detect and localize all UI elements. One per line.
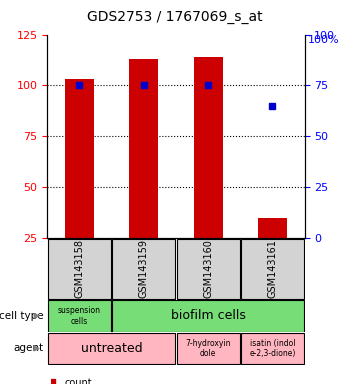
Text: GDS2753 / 1767069_s_at: GDS2753 / 1767069_s_at bbox=[87, 10, 263, 23]
Bar bbox=[176, 333, 239, 364]
Bar bbox=[241, 333, 304, 364]
Text: suspension
cells: suspension cells bbox=[58, 306, 101, 326]
Bar bbox=[112, 300, 304, 331]
Text: isatin (indol
e-2,3-dione): isatin (indol e-2,3-dione) bbox=[249, 339, 295, 358]
Bar bbox=[48, 333, 175, 364]
Text: 7-hydroxyin
dole: 7-hydroxyin dole bbox=[185, 339, 231, 358]
Text: cell type: cell type bbox=[0, 311, 44, 321]
Text: 100%: 100% bbox=[308, 35, 340, 45]
Text: GSM143158: GSM143158 bbox=[75, 239, 84, 298]
Bar bbox=[176, 239, 239, 299]
Text: GSM143159: GSM143159 bbox=[139, 239, 149, 298]
Bar bbox=[241, 239, 304, 299]
Bar bbox=[51, 379, 55, 384]
Bar bbox=[129, 59, 158, 238]
Text: count: count bbox=[65, 378, 92, 384]
Bar bbox=[258, 218, 287, 238]
Bar bbox=[65, 79, 94, 238]
Bar bbox=[48, 300, 111, 331]
Bar bbox=[194, 57, 223, 238]
Text: GSM143160: GSM143160 bbox=[203, 239, 213, 298]
Text: untreated: untreated bbox=[81, 342, 142, 355]
Text: agent: agent bbox=[14, 343, 44, 354]
Bar bbox=[48, 239, 111, 299]
Text: GSM143161: GSM143161 bbox=[267, 239, 277, 298]
Bar bbox=[112, 239, 175, 299]
Text: biofilm cells: biofilm cells bbox=[170, 310, 245, 322]
